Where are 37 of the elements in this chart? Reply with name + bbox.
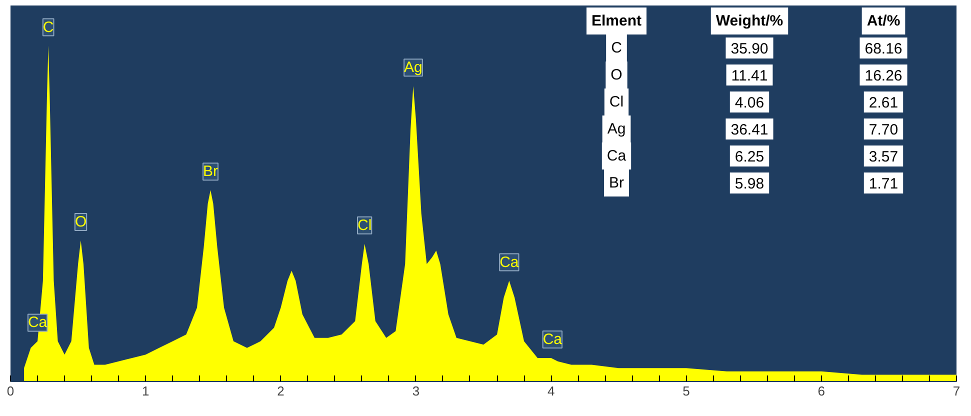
annotation: O	[610, 66, 622, 84]
annotation: Ca	[542, 331, 563, 348]
annotation: 7.70	[868, 122, 898, 138]
x-tick-label: 3	[412, 384, 420, 398]
annotation: 16.26	[864, 68, 902, 84]
x-tick-label: 0	[6, 384, 14, 398]
annotation: Ag	[404, 59, 422, 76]
x-tick-label: 4	[547, 384, 555, 398]
annotation: Ca	[606, 148, 627, 164]
annotation: 35.90	[730, 40, 768, 58]
text: Weight/%	[716, 12, 784, 30]
x-tick-label: 7	[952, 384, 960, 398]
annotation: 6.25	[734, 148, 764, 166]
annotation: 4.06	[734, 94, 764, 112]
x-tick-label: 5	[682, 384, 690, 398]
annotation: C	[42, 18, 54, 36]
annotation: 3.57	[868, 148, 898, 166]
annotation: O	[74, 214, 87, 230]
x-tick-label: 2	[277, 384, 284, 398]
annotation: C	[611, 40, 622, 56]
annotation: 11.41	[731, 68, 768, 84]
text: Elment	[591, 12, 642, 30]
annotation: Cl	[357, 216, 372, 234]
x-tick-label: 1	[142, 384, 150, 398]
annotation: 1.71	[868, 176, 898, 192]
annotation: Cl	[609, 94, 624, 110]
text: At/%	[866, 12, 900, 30]
x-tick-label: 6	[818, 384, 825, 398]
annotation: 5.98	[734, 176, 764, 192]
annotation: Ca	[28, 314, 48, 332]
annotation: 2.61	[868, 94, 898, 112]
annotation: Ca	[500, 254, 520, 271]
annotation: 68.16	[864, 40, 902, 58]
annotation: Ag	[607, 120, 626, 138]
annotation: Br	[203, 163, 218, 180]
annotation: 36.41	[730, 122, 768, 138]
annotation: Br	[609, 174, 624, 192]
